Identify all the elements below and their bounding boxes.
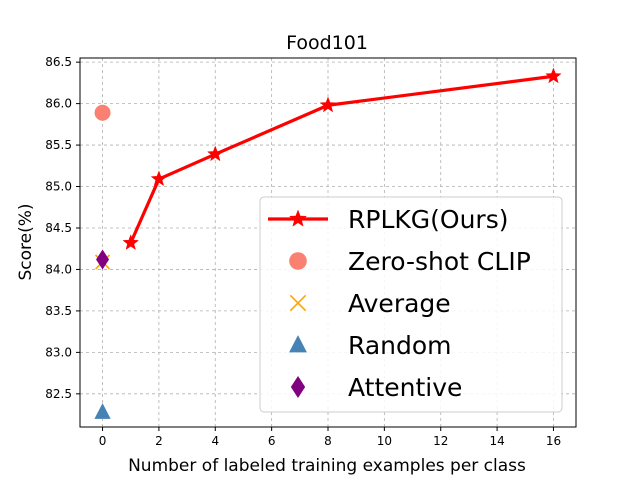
series-layer bbox=[94, 67, 562, 419]
chart-title: Food101 bbox=[286, 32, 368, 54]
legend-item: Attentive bbox=[290, 373, 462, 402]
x-tick-label: 6 bbox=[268, 434, 276, 448]
x-tick-label: 16 bbox=[546, 434, 561, 448]
legend: RPLKG(Ours) Zero-shot CLIP Average Random At… bbox=[259, 196, 563, 413]
legend-label: Random bbox=[348, 331, 452, 360]
y-tick-label: 84.5 bbox=[45, 221, 72, 235]
series-4 bbox=[96, 249, 110, 270]
legend-item: Average bbox=[289, 289, 451, 318]
legend-label: Attentive bbox=[348, 373, 462, 402]
legend-marker bbox=[290, 376, 306, 398]
y-tick-label: 85.5 bbox=[45, 138, 72, 152]
y-tick-label: 85.0 bbox=[45, 180, 72, 194]
data-point bbox=[545, 67, 562, 84]
legend-label: Zero-shot CLIP bbox=[348, 247, 531, 276]
legend-marker bbox=[288, 209, 308, 227]
legend-item: Zero-shot CLIP bbox=[289, 247, 531, 276]
y-axis: 82.5 83.0 83.5 84.0 84.5 85.0 85.5 86.0 86.5 bbox=[45, 55, 80, 401]
data-point bbox=[319, 96, 337, 113]
legend-marker bbox=[289, 335, 307, 353]
series-1 bbox=[94, 104, 111, 121]
series-0 bbox=[122, 67, 562, 250]
x-tick-label: 4 bbox=[211, 434, 219, 448]
data-point bbox=[94, 104, 111, 121]
legend-item: Random bbox=[289, 331, 452, 360]
y-tick-label: 84.0 bbox=[45, 262, 72, 276]
x-tick-label: 12 bbox=[433, 434, 448, 448]
x-axis: 0 2 4 6 8 10 12 14 16 bbox=[99, 427, 561, 448]
x-tick-label: 8 bbox=[324, 434, 332, 448]
series-3 bbox=[94, 403, 111, 419]
x-tick-label: 2 bbox=[155, 434, 163, 448]
y-tick-label: 86.0 bbox=[45, 97, 72, 111]
y-axis-label: Score(%) bbox=[16, 203, 36, 280]
data-point bbox=[94, 403, 111, 419]
x-axis-label: Number of labeled training examples per … bbox=[128, 456, 526, 476]
data-point bbox=[122, 234, 140, 250]
y-tick-label: 83.5 bbox=[45, 304, 72, 318]
legend-label: Average bbox=[348, 289, 451, 318]
legend-item: RPLKG(Ours) bbox=[268, 205, 508, 234]
data-point bbox=[150, 170, 168, 187]
x-tick-label: 0 bbox=[99, 434, 107, 448]
x-tick-label: 10 bbox=[377, 434, 392, 448]
legend-marker bbox=[289, 252, 307, 270]
legend-box bbox=[259, 196, 563, 413]
y-tick-label: 83.0 bbox=[45, 345, 72, 359]
legend-label: RPLKG(Ours) bbox=[348, 205, 508, 234]
legend-marker bbox=[289, 294, 307, 312]
data-point bbox=[206, 145, 224, 162]
y-tick-label: 82.5 bbox=[45, 387, 72, 401]
y-tick-label: 86.5 bbox=[45, 55, 72, 69]
data-point bbox=[96, 249, 110, 270]
x-tick-label: 14 bbox=[489, 434, 504, 448]
